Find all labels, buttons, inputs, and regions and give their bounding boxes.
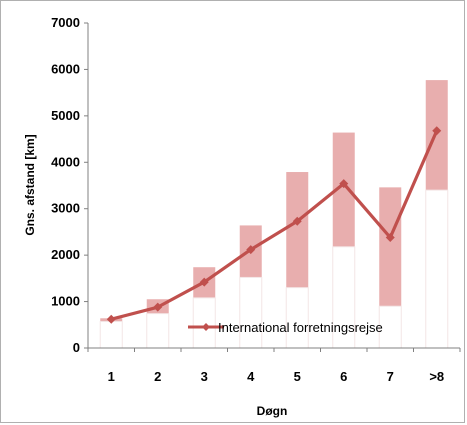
range-bar-base — [425, 189, 449, 349]
x-tick-label: 4 — [247, 369, 255, 384]
axes — [87, 23, 460, 349]
x-axis-title: Døgn — [257, 404, 288, 418]
x-tick-label: 1 — [108, 369, 115, 384]
x-tick-label: 7 — [387, 369, 394, 384]
x-tick-label: 3 — [201, 369, 208, 384]
range-bar-base — [146, 313, 170, 349]
data-point — [432, 126, 442, 136]
legend: International forretningsrejse — [188, 320, 383, 335]
series-line — [110, 130, 439, 321]
x-tick-label: >8 — [429, 369, 444, 384]
data-point — [199, 277, 209, 287]
range-bar-base — [285, 287, 309, 349]
y-tick-label: 5000 — [51, 108, 80, 123]
x-tick-label: 6 — [340, 369, 347, 384]
y-tick-label: 6000 — [51, 61, 80, 76]
y-tick-label: 2000 — [51, 247, 80, 262]
data-point — [292, 216, 302, 226]
y-tick-label: 1000 — [51, 294, 80, 309]
y-tick-label: 0 — [73, 340, 80, 355]
data-point — [106, 314, 116, 324]
range-bar — [379, 187, 402, 307]
y-axis-title: Gns. afstand [km] — [23, 134, 37, 235]
x-ticks: 1 2 3 4 5 6 7 >8 — [87, 348, 461, 384]
range-bar-base — [239, 276, 263, 349]
series-markers — [106, 126, 442, 324]
x-tick-label: 2 — [154, 369, 161, 384]
range-bar — [332, 132, 355, 247]
data-point — [153, 302, 163, 312]
data-point — [385, 233, 395, 242]
series-line-path — [110, 130, 439, 321]
data-point — [246, 245, 256, 255]
y-tick-label: 7000 — [51, 15, 80, 30]
range-bars — [99, 80, 449, 349]
y-ticks: 0 1000 2000 3000 4000 5000 6000 7000 — [51, 15, 88, 355]
range-bar — [286, 172, 309, 288]
data-point — [339, 179, 349, 189]
x-tick-label: 5 — [294, 369, 301, 384]
y-tick-label: 4000 — [51, 154, 80, 169]
range-bar-base — [192, 297, 216, 349]
legend-marker-swatch — [202, 323, 210, 331]
legend-entry-label: International forretningsrejse — [218, 320, 383, 335]
range-bar-base — [99, 321, 123, 349]
y-tick-label: 3000 — [51, 201, 80, 216]
